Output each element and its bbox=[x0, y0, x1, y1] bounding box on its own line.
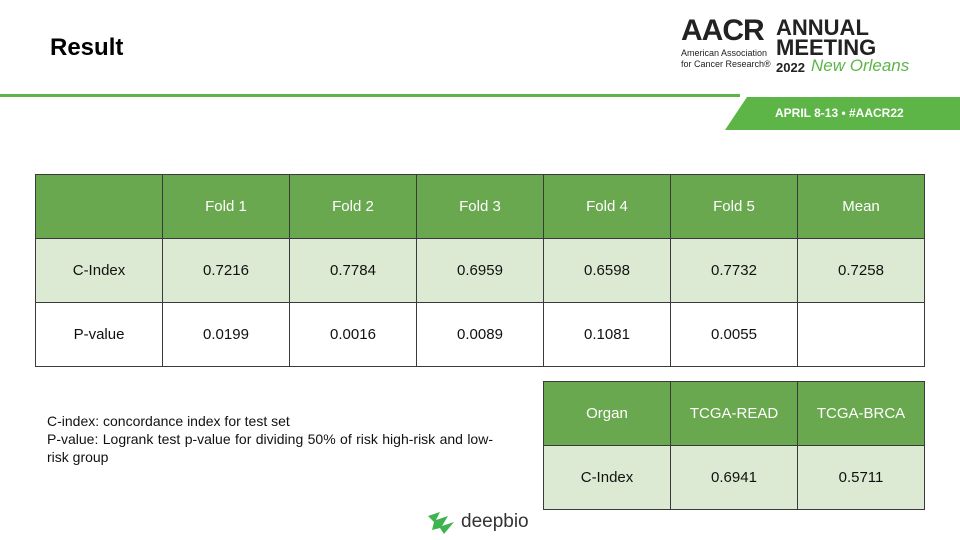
notes: C-index: concordance index for test set P… bbox=[47, 412, 493, 466]
table-row: C-Index 0.6941 0.5711 bbox=[543, 445, 925, 510]
logo-event-line: ANNUAL bbox=[776, 15, 869, 40]
logo-year: 2022 bbox=[776, 60, 805, 75]
cell: 0.6598 bbox=[543, 238, 671, 303]
column-header: Fold 5 bbox=[670, 174, 798, 239]
cell: 0.7216 bbox=[162, 238, 290, 303]
logo-org-line: for Cancer Research® bbox=[681, 59, 771, 69]
cell: 0.5711 bbox=[797, 445, 925, 510]
column-header: Fold 3 bbox=[416, 174, 544, 239]
table-row: P-value 0.0199 0.0016 0.0089 0.1081 0.0055 bbox=[35, 302, 925, 367]
row-header: C-Index bbox=[35, 238, 163, 303]
cell: 0.6941 bbox=[670, 445, 798, 510]
cell: 0.7784 bbox=[289, 238, 417, 303]
header-row: Fold 1 Fold 2 Fold 3 Fold 4 Fold 5 Mean bbox=[35, 174, 925, 239]
corner-cell bbox=[35, 174, 163, 239]
cell: 0.0199 bbox=[162, 302, 290, 367]
slide-title: Result bbox=[50, 34, 124, 61]
column-header: Fold 1 bbox=[162, 174, 290, 239]
cell: 0.7732 bbox=[670, 238, 798, 303]
row-header: C-Index bbox=[543, 445, 671, 510]
note: P-value: Logrank test p-value for dividi… bbox=[47, 431, 493, 465]
cell: 0.6959 bbox=[416, 238, 544, 303]
column-header: TCGA-READ bbox=[670, 381, 798, 446]
empty-cell bbox=[797, 302, 925, 367]
logo-event-line: MEETING bbox=[776, 35, 877, 60]
header-row: Organ TCGA-READ TCGA-BRCA bbox=[543, 381, 925, 446]
column-header: TCGA-BRCA bbox=[797, 381, 925, 446]
cell: 0.0016 bbox=[289, 302, 417, 367]
cell: 0.0055 bbox=[670, 302, 798, 367]
column-header: Mean bbox=[797, 174, 925, 239]
event-dates: APRIL 8-13 • #AACR22 bbox=[775, 106, 904, 120]
column-header: Fold 2 bbox=[289, 174, 417, 239]
results-table: Fold 1 Fold 2 Fold 3 Fold 4 Fold 5 Mean C-Inde… bbox=[35, 174, 925, 367]
logo-org-line: American Association bbox=[681, 48, 768, 58]
cell: 0.7258 bbox=[797, 238, 925, 303]
cell: 0.1081 bbox=[543, 302, 671, 367]
cell: 0.0089 bbox=[416, 302, 544, 367]
logo-organization: American Association for Cancer Research… bbox=[681, 48, 771, 70]
note: C-index: concordance index for test set bbox=[47, 413, 290, 429]
date-banner bbox=[725, 97, 960, 130]
row-header: P-value bbox=[35, 302, 163, 367]
column-header: Organ bbox=[543, 381, 671, 446]
logo-acronym: AACR bbox=[681, 14, 765, 47]
table-row: C-Index 0.7216 0.7784 0.6959 0.6598 0.7732 0.7… bbox=[35, 238, 925, 303]
brand-icon bbox=[428, 512, 454, 534]
brand-name: deepbio bbox=[461, 511, 529, 532]
logo-event: ANNUAL MEETING bbox=[776, 15, 877, 60]
column-header: Fold 4 bbox=[543, 174, 671, 239]
organ-table: Organ TCGA-READ TCGA-BRCA C-Index 0.6941 0.57… bbox=[543, 381, 925, 510]
header-rule bbox=[0, 94, 740, 97]
logo-city: New Orleans bbox=[811, 56, 910, 75]
